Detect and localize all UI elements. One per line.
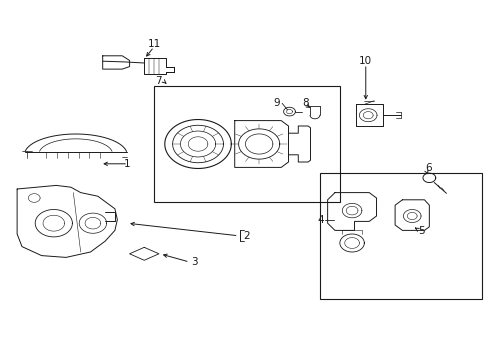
Text: 10: 10: [359, 56, 371, 66]
Text: 5: 5: [417, 226, 424, 236]
Text: 3: 3: [190, 257, 197, 267]
Text: 8: 8: [301, 98, 308, 108]
Text: 1: 1: [123, 159, 130, 169]
Bar: [154, 86, 339, 202]
Text: 6: 6: [425, 163, 431, 174]
Text: 7: 7: [155, 76, 162, 86]
Text: 2: 2: [243, 231, 250, 241]
Bar: [320, 173, 481, 299]
Text: 4: 4: [316, 215, 323, 225]
Text: 11: 11: [147, 39, 161, 49]
Text: 9: 9: [272, 98, 279, 108]
